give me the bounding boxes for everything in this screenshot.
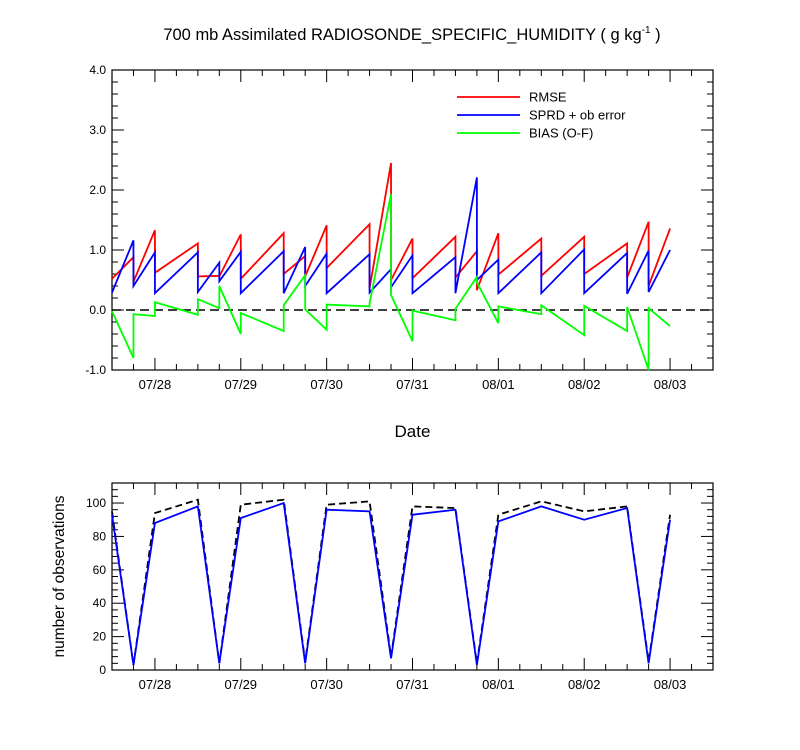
legend-label: RMSE [529, 90, 567, 105]
x-tick-label: 07/31 [396, 677, 429, 692]
legend-label: BIAS (O-F) [529, 126, 593, 141]
x-axis-label: Date [395, 422, 431, 441]
x-tick-label: 07/30 [310, 377, 343, 392]
x-tick-label: 07/28 [139, 377, 172, 392]
series-line-1 [111, 177, 671, 296]
y-tick-label: 20 [93, 630, 107, 644]
x-tick-label: 08/01 [482, 677, 515, 692]
y-tick-label: 0 [99, 663, 106, 677]
x-tick-label: 07/29 [225, 377, 258, 392]
x-tick-label: 07/31 [396, 377, 429, 392]
x-tick-label: 07/30 [310, 677, 343, 692]
y-tick-label: 0.0 [89, 303, 106, 317]
x-tick-label: 07/29 [225, 677, 258, 692]
x-tick-label: 08/03 [654, 677, 687, 692]
y-tick-label: 3.0 [89, 123, 106, 137]
top-panel: -1.0 0.0 1.0 2.0 3.0 4.0 07/28 07/29 07/30 07/31 0… [85, 63, 714, 441]
x-tick-label: 07/28 [139, 677, 172, 692]
y-tick-label: 80 [93, 529, 107, 543]
x-tick-label: 08/03 [654, 377, 687, 392]
bottom-panel: 0 20 40 60 80 100 07/28 07/29 07/30 07/31 08/01 08/… [51, 482, 714, 692]
y-tick-label: 100 [86, 496, 106, 510]
chart-title: 700 mb Assimilated RADIOSONDE_SPECIFIC_H… [163, 25, 660, 44]
y-tick-label: 4.0 [89, 63, 106, 77]
series-line-1 [111, 501, 671, 666]
y-tick-label: -1.0 [85, 363, 106, 377]
x-tick-label: 08/01 [482, 377, 515, 392]
y-tick-label: 40 [93, 596, 107, 610]
legend-label: SPRD + ob error [529, 108, 626, 123]
x-tick-label: 08/02 [568, 377, 601, 392]
series-line-0 [111, 498, 671, 666]
y-tick-label: 60 [93, 563, 107, 577]
y-tick-label: 1.0 [89, 243, 106, 257]
legend: RMSE SPRD + ob error BIAS (O-F) [457, 90, 626, 141]
y-axis-label: number of observations [51, 495, 68, 657]
series-line-2 [111, 194, 671, 371]
series-line-0 [111, 162, 671, 291]
y-tick-label: 2.0 [89, 183, 106, 197]
x-tick-label: 08/02 [568, 677, 601, 692]
